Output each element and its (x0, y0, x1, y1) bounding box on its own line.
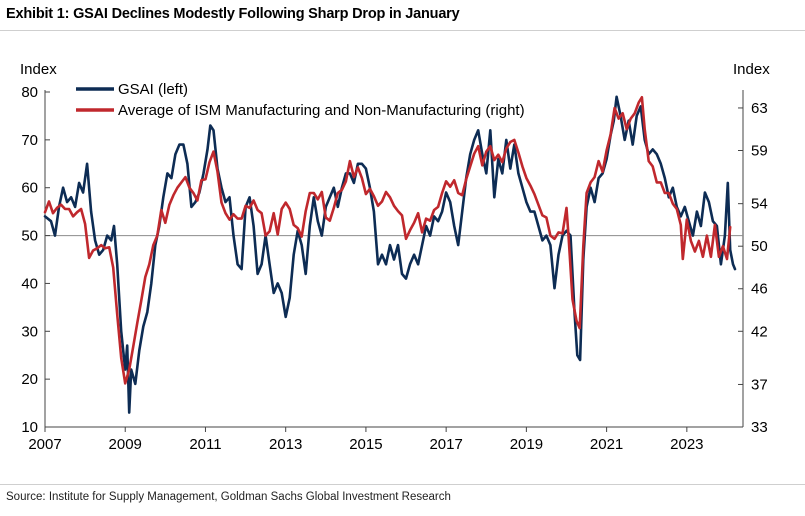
left-tick-label: 40 (21, 275, 38, 292)
x-tick-label: 2019 (510, 436, 543, 453)
legend: GSAI (left) Average of ISM Manufacturing… (76, 81, 525, 119)
x-tick-label: 2015 (349, 436, 382, 453)
series-line-gsai (43, 95, 737, 414)
right-axis-label: Index (733, 61, 770, 78)
right-tick-label: 33 (751, 419, 768, 436)
right-tick-label: 46 (751, 281, 768, 298)
left-tick-label: 20 (21, 371, 38, 388)
left-tick-label: 50 (21, 228, 38, 245)
left-axis-label: Index (20, 61, 57, 78)
left-tick-label: 30 (21, 323, 38, 340)
right-tick-label: 59 (751, 142, 768, 159)
x-tick-label: 2023 (670, 436, 703, 453)
x-tick-label: 2013 (269, 436, 302, 453)
legend-label-ism: Average of ISM Manufacturing and Non-Man… (118, 102, 525, 119)
left-tick-label: 10 (21, 419, 38, 436)
right-tick-label: 50 (751, 238, 768, 255)
axes: 10 20 30 40 50 60 70 80 33 37 42 46 50 54 59 63 2007 2009… (21, 84, 767, 453)
source-divider (0, 484, 805, 485)
right-tick-label: 54 (751, 196, 768, 213)
title-divider (0, 30, 805, 31)
left-tick-label: 60 (21, 180, 38, 197)
exhibit-title: Exhibit 1: GSAI Declines Modestly Follow… (6, 6, 460, 22)
right-tick-label: 37 (751, 376, 768, 393)
legend-label-gsai: GSAI (left) (118, 81, 188, 98)
x-tick-label: 2009 (109, 436, 142, 453)
right-tick-label: 42 (751, 323, 768, 340)
series-line-ism-average (43, 96, 732, 385)
x-tick-label: 2017 (429, 436, 462, 453)
x-tick-label: 2011 (189, 436, 221, 453)
x-tick-label: 2021 (590, 436, 623, 453)
left-tick-label: 70 (21, 132, 38, 149)
x-tick-label: 2007 (28, 436, 61, 453)
series-layer (43, 95, 737, 414)
right-tick-label: 63 (751, 100, 768, 117)
source-note: Source: Institute for Supply Management,… (6, 491, 451, 503)
line-chart: Index Index 10 20 30 40 50 60 70 80 33 37 42 46 50 54… (20, 61, 770, 453)
left-tick-label: 80 (21, 84, 38, 101)
